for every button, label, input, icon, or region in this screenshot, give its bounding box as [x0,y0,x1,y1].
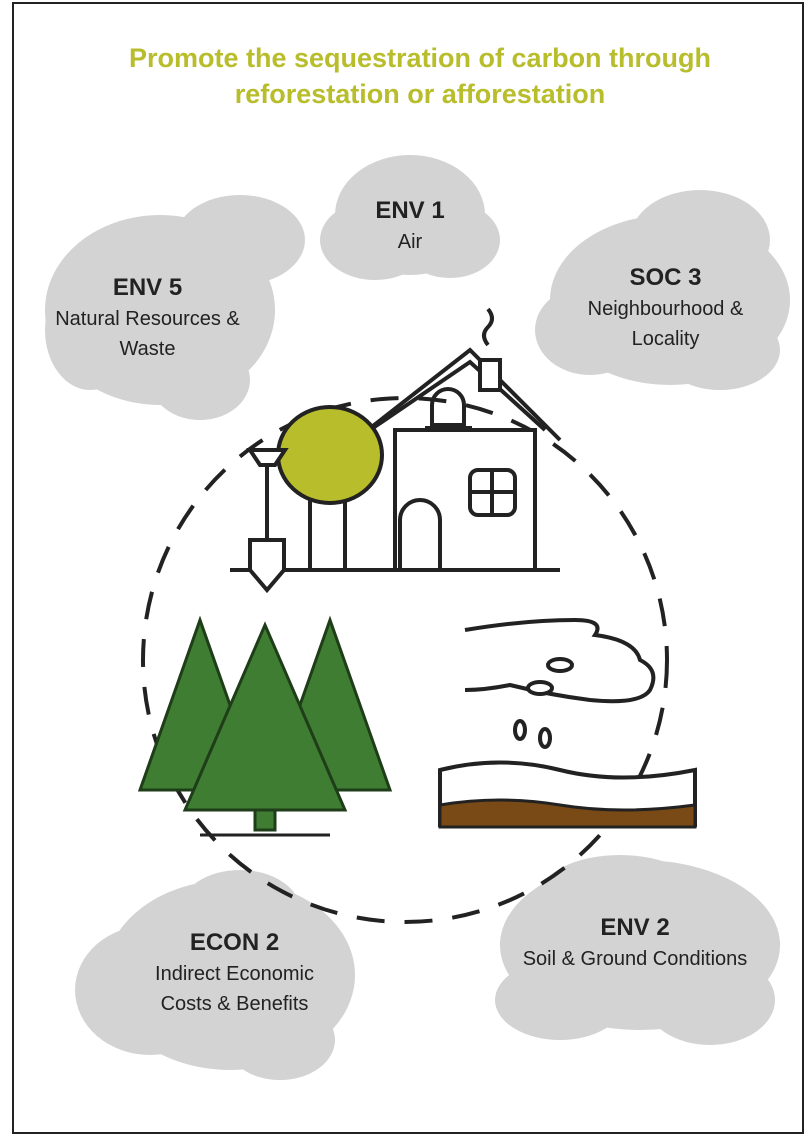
pine-trees [140,620,390,835]
node-label: Air [330,227,490,257]
node-code: ECON 2 [132,927,337,959]
node-label: Natural Resources & Waste [45,304,250,364]
node-label: Indirect Economic Costs & Benefits [132,959,337,1019]
tree [278,407,382,570]
title: Promote the sequestration of carbon thro… [90,40,750,112]
hand [465,620,653,747]
node-code: ENV 5 [45,272,250,304]
node-code: ENV 2 [490,912,780,944]
soil [440,763,695,828]
node-label: Neighbourhood & Locality [578,294,753,354]
page: Promote the sequestration of carbon thro… [0,0,808,1138]
node-label: Soil & Ground Conditions [490,944,780,974]
node-code: SOC 3 [578,262,753,294]
node-code: ENV 1 [330,195,490,227]
